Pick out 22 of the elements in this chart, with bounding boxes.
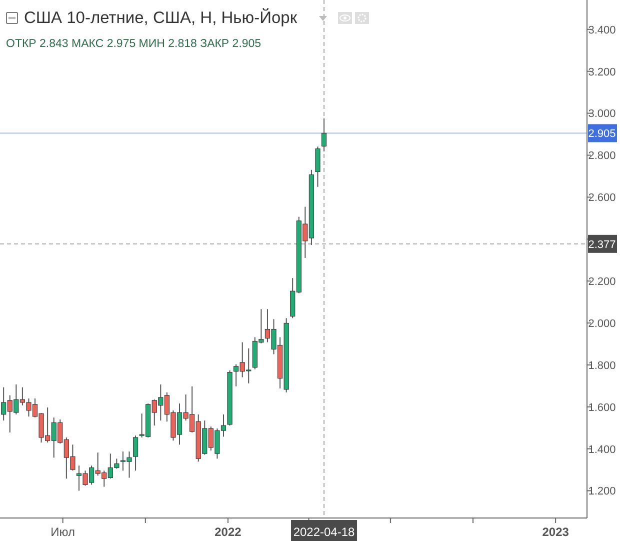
candlestick: [315, 146, 320, 188]
candlestick: [132, 435, 138, 472]
x-tick-label: Июл: [50, 525, 76, 539]
y-tick-label: 2.600: [588, 192, 616, 204]
ref-line-label: 2022-04-18: [293, 525, 356, 539]
y-tick-label: 2.800: [588, 150, 616, 162]
y-tick-label: 2.000: [588, 318, 616, 330]
y-tick-label: 1.600: [588, 402, 616, 414]
y-tick-label: 3.200: [588, 66, 616, 78]
y-tick-label: 2.200: [588, 276, 616, 288]
text: США 10-летние, США, Н, Нью-Йорк: [24, 8, 298, 27]
y-tick-label: 1.400: [588, 444, 616, 456]
ref-line-label: 2.905: [588, 128, 616, 140]
candlestick: [321, 118, 327, 152]
x-tick-label: 2023: [542, 525, 570, 539]
y-tick-label: 1.200: [588, 486, 616, 498]
y-tick-label: 3.400: [588, 24, 616, 36]
x-tick-label: 2022: [214, 525, 242, 539]
ref-line-label: 2.377: [588, 238, 616, 251]
y-tick-label: 3.000: [588, 108, 616, 120]
y-tick-label: 1.800: [588, 360, 616, 372]
annotation: ОТКР 2.843 МАКС 2.975 МИН 2.818 ЗАКР 2.905: [6, 38, 262, 50]
